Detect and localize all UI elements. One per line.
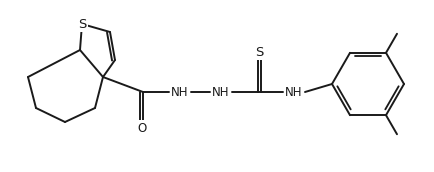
Text: O: O <box>137 121 146 135</box>
Text: S: S <box>254 46 263 58</box>
Text: S: S <box>78 18 86 30</box>
Text: NH: NH <box>171 85 188 99</box>
Text: NH: NH <box>212 85 229 99</box>
Text: NH: NH <box>285 85 302 99</box>
